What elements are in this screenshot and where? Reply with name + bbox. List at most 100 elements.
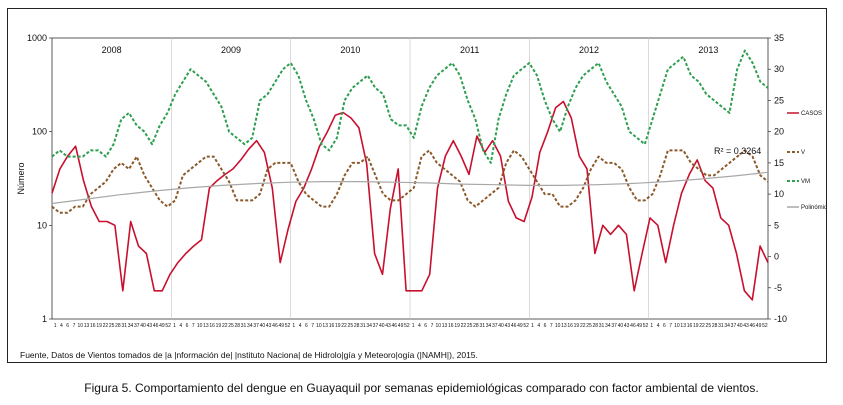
week-tick-label: 10 xyxy=(555,323,561,329)
source-fragment: NAMH xyxy=(421,350,447,360)
week-tick-label: 13 xyxy=(680,323,686,329)
week-tick-label: 10 xyxy=(674,323,680,329)
week-tick-label: 28 xyxy=(115,323,121,329)
legend-label: V xyxy=(801,150,805,156)
week-tick-label: 43 xyxy=(266,323,272,329)
week-tick-label: 7 xyxy=(311,323,314,329)
week-tick-label: 6 xyxy=(186,323,189,329)
week-tick-label: 25 xyxy=(348,323,354,329)
week-tick-label: 22 xyxy=(699,323,705,329)
source-fragment: Fuente, Datos de Vientos tomados de xyxy=(20,350,165,360)
week-tick-label: 1 xyxy=(173,323,176,329)
right-tick-label: 15 xyxy=(774,158,784,168)
source-fragment: ), 2015. xyxy=(449,350,478,360)
week-tick-label: 25 xyxy=(706,323,712,329)
right-tick-label: 5 xyxy=(774,220,779,230)
week-tick-label: 1 xyxy=(650,323,653,329)
week-tick-label: 6 xyxy=(305,323,308,329)
week-tick-label: 22 xyxy=(580,323,586,329)
week-tick-label: 52 xyxy=(523,323,529,329)
week-tick-label: 31 xyxy=(718,323,724,329)
week-tick-label: 28 xyxy=(354,323,360,329)
right-tick-label: -10 xyxy=(774,314,787,324)
week-tick-label: 25 xyxy=(109,323,115,329)
week-tick-label: 37 xyxy=(373,323,379,329)
source-fragment: | xyxy=(230,350,233,360)
week-tick-label: 34 xyxy=(128,323,134,329)
week-tick-label: 40 xyxy=(140,323,146,329)
week-tick-label: 10 xyxy=(435,323,441,329)
series-line-2 xyxy=(51,149,769,214)
week-tick-label: 6 xyxy=(66,323,69,329)
week-tick-label: 28 xyxy=(592,323,598,329)
week-tick-label: 16 xyxy=(90,323,96,329)
week-tick-label: 37 xyxy=(134,323,140,329)
week-tick-label: 22 xyxy=(461,323,467,329)
week-tick-label: 1 xyxy=(412,323,415,329)
week-tick-label: 37 xyxy=(731,323,737,329)
week-tick-label: 19 xyxy=(96,323,102,329)
week-tick-label: 31 xyxy=(479,323,485,329)
right-tick-label: 35 xyxy=(774,33,784,43)
week-tick-label: 7 xyxy=(431,323,434,329)
week-tick-label: 40 xyxy=(498,323,504,329)
week-tick-label: 34 xyxy=(366,323,372,329)
week-tick-label: 31 xyxy=(360,323,366,329)
source-fragment: | xyxy=(446,350,450,360)
year-label: 2011 xyxy=(460,45,479,55)
week-tick-label: 16 xyxy=(448,323,454,329)
legend-label: CASOS xyxy=(801,111,822,117)
week-tick-label: 52 xyxy=(285,323,291,329)
week-tick-label: 40 xyxy=(737,323,743,329)
week-tick-label: 10 xyxy=(316,323,322,329)
week-tick-label: 19 xyxy=(216,323,222,329)
week-tick-label: 49 xyxy=(398,323,404,329)
week-tick-label: 7 xyxy=(192,323,195,329)
y-axis-label: Número xyxy=(16,162,26,194)
source-fragment: | xyxy=(419,350,422,360)
week-tick-label: 4 xyxy=(179,323,182,329)
week-tick-label: 43 xyxy=(505,323,511,329)
week-tick-label: 28 xyxy=(234,323,240,329)
week-tick-label: 43 xyxy=(624,323,630,329)
week-tick-label: 49 xyxy=(517,323,523,329)
right-tick-label: 30 xyxy=(774,64,784,74)
year-label: 2010 xyxy=(340,45,360,55)
week-tick-label: 49 xyxy=(756,323,762,329)
week-tick-label: 19 xyxy=(454,323,460,329)
week-tick-label: 37 xyxy=(253,323,259,329)
week-tick-label: 10 xyxy=(77,323,83,329)
week-tick-label: 13 xyxy=(84,323,90,329)
week-tick-label: 4 xyxy=(537,323,540,329)
year-label: 2008 xyxy=(102,45,122,55)
source-fragment: a xyxy=(167,350,175,360)
week-tick-label: 4 xyxy=(418,323,421,329)
week-tick-label: 28 xyxy=(712,323,718,329)
week-tick-label: 6 xyxy=(544,323,547,329)
source-note: Fuente, Datos de Vientos tomados de |a |… xyxy=(20,350,478,360)
year-label: 2012 xyxy=(579,45,599,55)
week-tick-label: 28 xyxy=(473,323,479,329)
week-tick-label: 16 xyxy=(209,323,215,329)
week-tick-label: 43 xyxy=(385,323,391,329)
left-tick-label: 1000 xyxy=(27,33,47,43)
week-tick-label: 25 xyxy=(586,323,592,329)
source-fragment: | xyxy=(164,350,168,360)
week-tick-label: 49 xyxy=(159,323,165,329)
week-tick-label: 40 xyxy=(618,323,624,329)
source-fragment: gía y Meteoro xyxy=(343,350,396,360)
week-tick-label: 46 xyxy=(392,323,398,329)
week-tick-label: 34 xyxy=(724,323,730,329)
source-fragment: | xyxy=(395,350,398,360)
week-tick-label: 34 xyxy=(486,323,492,329)
series-line-1 xyxy=(51,100,769,301)
week-tick-label: 34 xyxy=(605,323,611,329)
week-tick-label: 10 xyxy=(197,323,203,329)
week-tick-label: 25 xyxy=(228,323,234,329)
week-tick-label: 46 xyxy=(511,323,517,329)
week-tick-label: 19 xyxy=(574,323,580,329)
week-tick-label: 40 xyxy=(260,323,266,329)
week-tick-label: 1 xyxy=(531,323,534,329)
source-fragment: | xyxy=(341,350,344,360)
week-tick-label: 37 xyxy=(611,323,617,329)
